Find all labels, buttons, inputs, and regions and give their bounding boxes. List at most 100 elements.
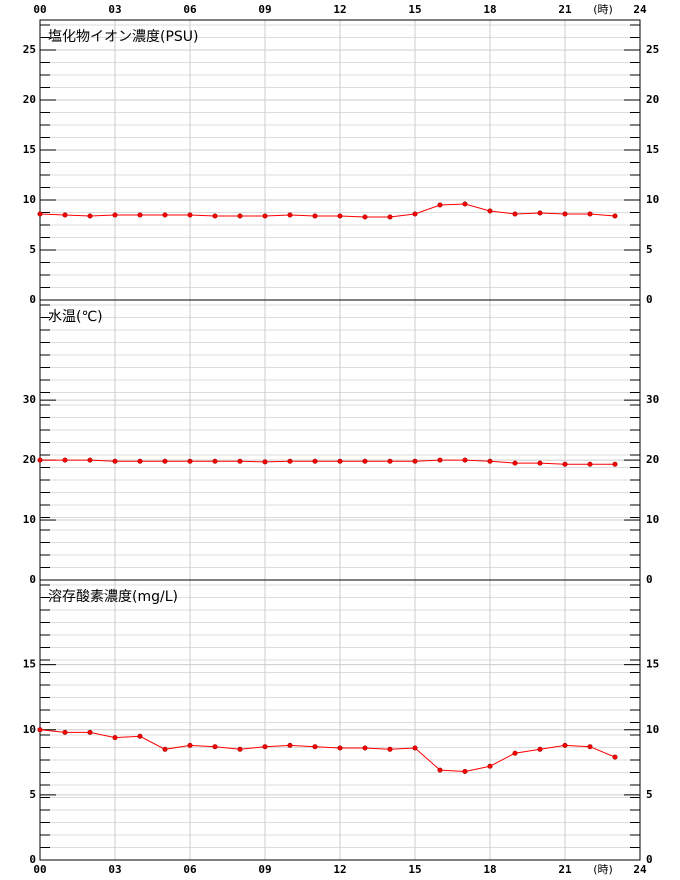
y-tick-label: 0	[646, 853, 653, 866]
y-tick-label: 15	[646, 658, 659, 671]
data-point	[362, 214, 368, 220]
data-point	[87, 213, 93, 219]
data-point	[112, 458, 118, 464]
data-point	[487, 458, 493, 464]
y-tick-label: 0	[29, 853, 36, 866]
panel-title: 溶存酸素濃度(mg/L)	[48, 589, 178, 605]
x-tick-label: 21	[558, 3, 572, 16]
data-point	[362, 745, 368, 751]
data-point	[112, 212, 118, 218]
data-point	[562, 461, 568, 467]
series-line	[40, 459, 615, 465]
data-point	[437, 767, 443, 773]
y-tick-label: 5	[646, 243, 653, 256]
x-tick-label: 06	[183, 863, 197, 876]
data-point	[62, 457, 68, 463]
data-point	[612, 754, 618, 760]
data-point	[337, 458, 343, 464]
y-tick-label: 0	[646, 293, 653, 306]
x-tick-label: 12	[333, 863, 346, 876]
data-point	[587, 211, 593, 217]
y-tick-label: 25	[646, 43, 659, 56]
plot-frame	[39, 579, 641, 861]
data-point	[512, 211, 518, 217]
data-point	[487, 763, 493, 769]
data-point	[287, 212, 293, 218]
data-point	[262, 459, 268, 465]
data-point	[412, 458, 418, 464]
y-tick-label: 10	[23, 513, 36, 526]
x-tick-label: 03	[108, 3, 121, 16]
data-point	[337, 213, 343, 219]
data-point	[462, 768, 468, 774]
data-point	[87, 457, 93, 463]
y-tick-label: 20	[23, 453, 36, 466]
y-tick-label: 30	[23, 393, 36, 406]
x-tick-label: 18	[483, 3, 496, 16]
data-point	[362, 458, 368, 464]
data-point	[587, 744, 593, 750]
data-point	[312, 458, 318, 464]
y-tick-label: 25	[23, 43, 36, 56]
data-point	[387, 214, 393, 220]
series-line	[39, 729, 616, 772]
y-tick-label: 10	[23, 193, 36, 206]
y-tick-label: 10	[646, 193, 659, 206]
data-point	[287, 742, 293, 748]
x-tick-label: 15	[408, 863, 421, 876]
x-tick-label: 03	[108, 863, 121, 876]
data-point	[162, 746, 168, 752]
y-tick-label: 15	[23, 143, 36, 156]
data-point	[462, 457, 468, 463]
data-point	[137, 458, 143, 464]
data-point	[537, 746, 543, 752]
x-tick-label: 09	[258, 863, 271, 876]
y-tick-label: 30	[646, 393, 659, 406]
x-tick-label: 00	[33, 3, 46, 16]
x-tick-label: 00	[33, 863, 46, 876]
y-tick-label: 20	[23, 93, 36, 106]
y-tick-label: 5	[646, 788, 653, 801]
data-point	[237, 746, 243, 752]
data-point	[62, 212, 68, 218]
data-point	[137, 733, 143, 739]
data-point	[512, 750, 518, 756]
x-tick-label: 18	[483, 863, 496, 876]
data-point	[562, 211, 568, 217]
data-point	[262, 744, 268, 750]
data-point	[537, 210, 543, 216]
x-tick-label: 09	[258, 3, 271, 16]
y-tick-label: 20	[646, 453, 659, 466]
y-tick-label: 15	[646, 143, 659, 156]
x-unit: (時)	[593, 3, 613, 16]
data-point	[112, 735, 118, 741]
data-point	[37, 211, 43, 217]
data-point	[537, 460, 543, 466]
y-tick-label: 20	[646, 93, 659, 106]
data-point	[162, 458, 168, 464]
x-tick-label: 15	[408, 3, 421, 16]
series-line	[39, 203, 616, 218]
y-tick-label: 5	[29, 788, 36, 801]
x-tick-label: 06	[183, 3, 197, 16]
data-point	[312, 213, 318, 219]
data-point	[187, 458, 193, 464]
x-tick-label: 24	[633, 3, 647, 16]
y-tick-label: 5	[29, 243, 36, 256]
data-point	[337, 745, 343, 751]
data-point	[462, 201, 468, 207]
data-point	[187, 742, 193, 748]
data-point	[62, 729, 68, 735]
data-point	[212, 744, 218, 750]
y-tick-label: 0	[29, 293, 36, 306]
data-point	[437, 457, 443, 463]
data-point	[412, 745, 418, 751]
data-point	[287, 458, 293, 464]
y-tick-label: 10	[646, 513, 659, 526]
x-tick-label: 12	[333, 3, 346, 16]
data-point	[187, 212, 193, 218]
data-point	[437, 202, 443, 208]
data-point	[37, 457, 43, 463]
data-point	[562, 742, 568, 748]
